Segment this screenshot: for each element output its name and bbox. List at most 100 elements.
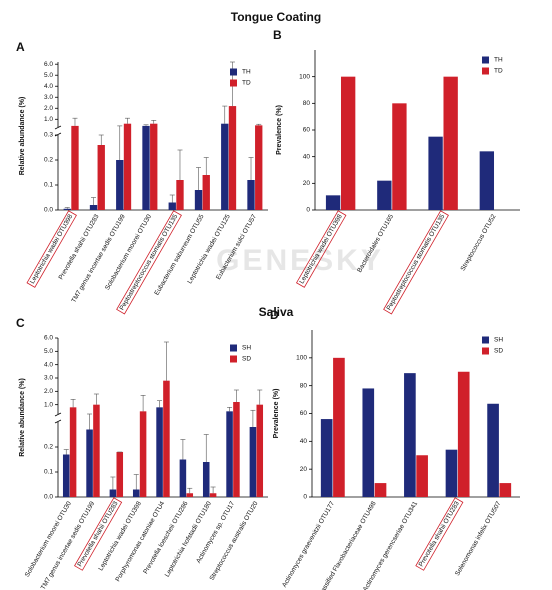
- x-tick-label: Streptococcus OTU52: [460, 213, 498, 272]
- x-tick-label: Selenomonas infelix OTU507: [454, 500, 503, 577]
- bar: [247, 180, 255, 210]
- x-tick-label: Peptostreptococcus stomatis OTU135: [386, 213, 447, 312]
- panel-letter: A: [16, 40, 25, 54]
- bar: [362, 388, 375, 497]
- x-tick-label: Prevotella shahii OTU283: [418, 500, 461, 568]
- axis-break: [54, 412, 62, 417]
- legend-swatch: [482, 347, 489, 355]
- y-tick-label: 3.0: [44, 94, 53, 101]
- bar: [428, 136, 443, 210]
- axis-break: [54, 125, 62, 130]
- y-tick-label: 0.1: [44, 469, 53, 476]
- bar: [123, 123, 132, 210]
- y-tick-label: 20: [300, 466, 308, 473]
- category-label: Leptotrichia hofstadii OTU180: [164, 500, 213, 578]
- panel-letter: D: [270, 308, 279, 322]
- section-heading: Saliva: [259, 305, 294, 319]
- y-axis-title: Prevalence (%): [273, 389, 280, 439]
- bar: [89, 205, 98, 210]
- category-label: Solobacterium moorei OTU30: [104, 213, 153, 291]
- bar: [150, 123, 158, 210]
- y-tick-label: 60: [303, 127, 311, 134]
- y-tick-label: 20: [303, 180, 311, 187]
- bar: [71, 125, 79, 210]
- y-tick-label: 0.2: [44, 157, 53, 164]
- y-tick-label: 80: [303, 100, 311, 107]
- x-tick-label: Solobacterium moorei OTU30: [24, 500, 73, 578]
- category-label: Peptostreptococcus stomatis OTU135: [383, 210, 449, 315]
- y-axis-title: Prevalence (%): [276, 105, 283, 155]
- y-axis-title: Relative abundance (%): [19, 378, 26, 457]
- bar: [404, 373, 416, 497]
- legend-label: TD: [494, 68, 503, 75]
- category-label: Eubacterium saburreum OTU55: [153, 213, 205, 297]
- bar: [377, 180, 392, 210]
- y-tick-label: 100: [299, 73, 310, 80]
- legend-label: SD: [494, 348, 503, 355]
- legend-swatch: [230, 344, 237, 352]
- category-label: Prevotella shahii OTU283: [415, 497, 464, 571]
- bar: [194, 190, 203, 210]
- y-tick-label: 0.0: [44, 494, 53, 501]
- bar: [255, 125, 263, 210]
- legend-swatch: [230, 68, 237, 76]
- bar: [374, 483, 387, 497]
- y-tick-label: 6.0: [44, 335, 53, 342]
- bar: [202, 175, 210, 210]
- x-tick-label: TM7 genus incertae sedis OTU199: [70, 213, 127, 304]
- y-tick-label: 100: [296, 355, 307, 362]
- category-label: Prevotella shahii OTU283: [74, 497, 123, 571]
- bar: [202, 462, 210, 497]
- y-tick-label: 5.0: [44, 348, 53, 355]
- bar: [233, 402, 240, 497]
- category-label: TM7 genus incertae sedis OTU199: [70, 213, 127, 304]
- y-tick-label: 4.0: [44, 83, 53, 90]
- bar: [416, 455, 428, 497]
- bar: [62, 454, 70, 497]
- highlight-box: [383, 210, 449, 315]
- watermark: GENESKY: [216, 244, 384, 277]
- axis-break: [54, 132, 62, 137]
- y-tick-label: 5.0: [44, 72, 53, 79]
- bar: [256, 404, 264, 497]
- bar: [132, 489, 140, 497]
- highlight-box: [74, 497, 123, 571]
- y-tick-label: 6.0: [44, 61, 53, 68]
- panel-letter: C: [16, 316, 25, 330]
- legend-swatch: [482, 56, 489, 64]
- y-tick-label: 2.0: [44, 388, 53, 395]
- y-tick-label: 40: [300, 438, 308, 445]
- y-tick-label: 0.0: [44, 207, 53, 214]
- bar: [156, 407, 163, 497]
- highlight-box: [26, 210, 77, 288]
- bar: [86, 429, 93, 497]
- bar: [457, 371, 470, 497]
- y-tick-label: 2.0: [44, 105, 53, 112]
- y-tick-label: 4.0: [44, 361, 53, 368]
- x-tick-label: Leptotrichia wadei OTU398: [97, 500, 143, 572]
- bar: [340, 76, 356, 211]
- legend-swatch: [482, 336, 489, 344]
- bar: [93, 404, 100, 497]
- bar: [249, 427, 257, 497]
- bar: [139, 411, 147, 497]
- category-label: Solobacterium moorei OTU30: [24, 500, 73, 578]
- bar: [221, 123, 229, 210]
- x-tick-label: Solobacterium moorei OTU30: [104, 213, 153, 291]
- x-tick-label: Streptococcus australis OTU20: [209, 500, 260, 582]
- section-heading: Tongue Coating: [231, 10, 321, 24]
- bar: [176, 180, 184, 210]
- legend-label: SD: [242, 356, 251, 363]
- legend-label: TH: [242, 69, 251, 76]
- bar: [209, 493, 217, 497]
- legend-label: SH: [242, 345, 251, 352]
- bar: [179, 459, 187, 497]
- legend-swatch: [230, 355, 237, 363]
- bar: [116, 452, 124, 497]
- bar: [63, 208, 71, 210]
- highlight-box: [116, 210, 182, 315]
- y-tick-label: 0.1: [44, 182, 53, 189]
- category-label: Selenomonas infelix OTU507: [454, 500, 503, 577]
- y-tick-label: 40: [303, 153, 311, 160]
